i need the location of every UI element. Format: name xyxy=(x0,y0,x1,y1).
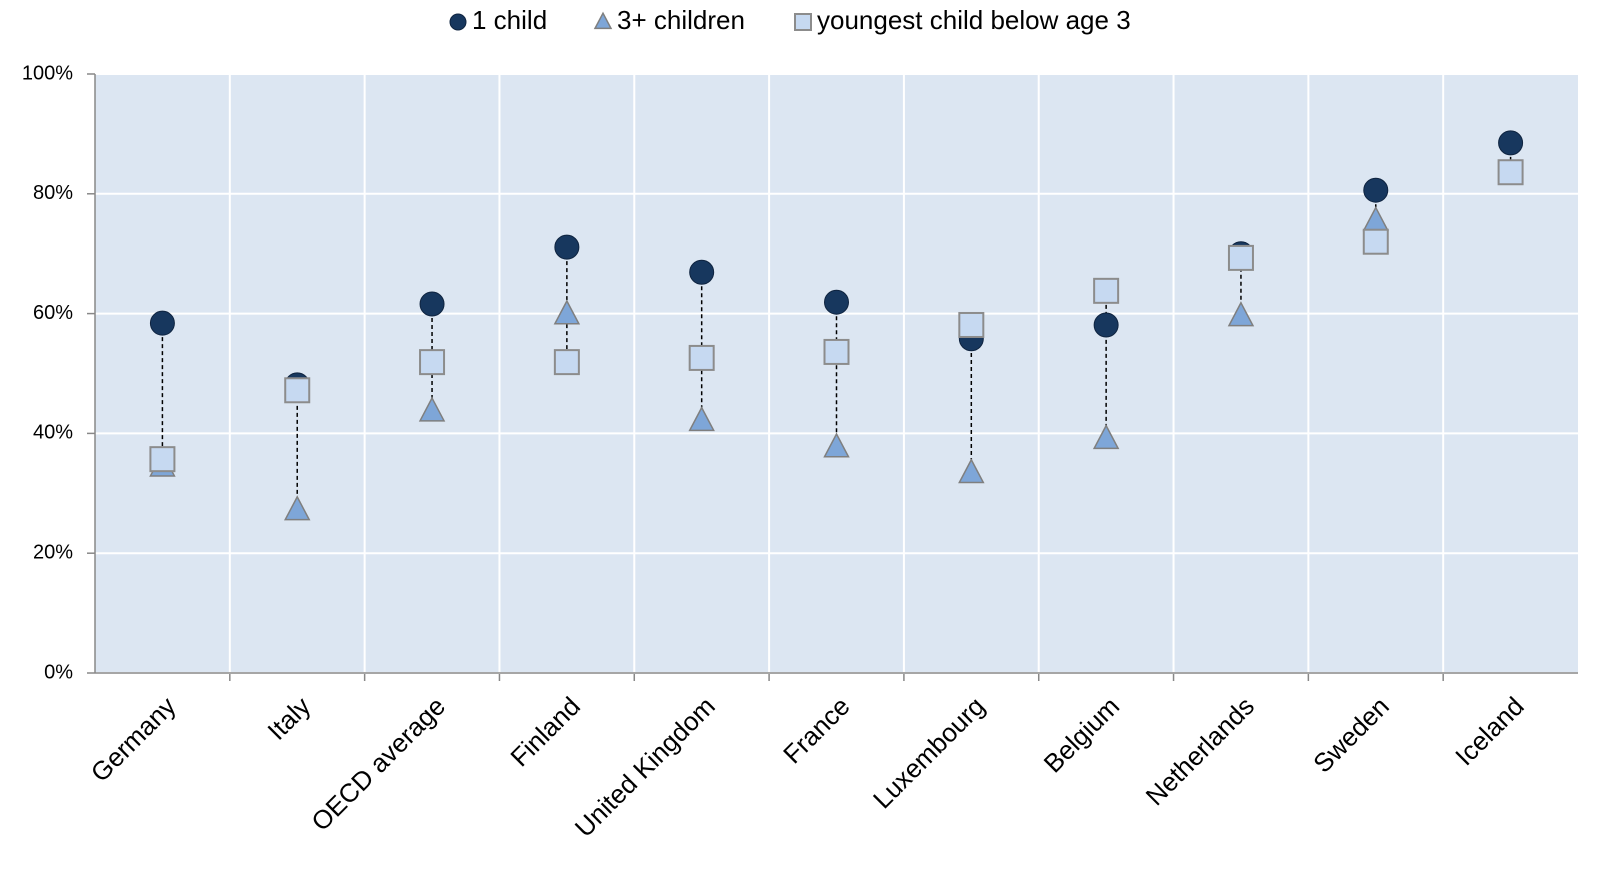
point xyxy=(553,299,581,325)
point xyxy=(823,338,850,365)
point xyxy=(553,349,580,376)
point xyxy=(1093,277,1120,304)
legend-marker xyxy=(593,11,613,30)
y-tick-label: 60% xyxy=(33,302,73,324)
legend-label: 1 child xyxy=(472,5,547,35)
point xyxy=(958,458,985,484)
point xyxy=(554,234,580,260)
point xyxy=(419,291,445,317)
y-tick-label: 0% xyxy=(44,661,73,683)
point xyxy=(283,495,311,521)
x-tick-label: OECD average xyxy=(305,691,451,837)
legend-marker xyxy=(449,13,467,31)
point xyxy=(149,310,175,336)
point xyxy=(823,432,850,458)
point xyxy=(688,344,715,371)
point xyxy=(1362,228,1389,255)
x-tick-label: Iceland xyxy=(1449,691,1529,771)
y-tick-label: 40% xyxy=(33,422,73,444)
x-tick-label: Luxembourg xyxy=(867,691,990,814)
legend-label: youngest child below age 3 xyxy=(817,5,1131,35)
point xyxy=(824,289,849,315)
x-tick-label: United Kingdom xyxy=(569,691,721,843)
x-tick-label: Italy xyxy=(261,691,316,746)
y-tick-label: 100% xyxy=(22,62,73,84)
x-tick-label: Sweden xyxy=(1307,691,1395,779)
x-tick-label: Germany xyxy=(85,691,182,788)
x-tick-label: Netherlands xyxy=(1140,691,1260,811)
legend-marker xyxy=(794,13,812,31)
point xyxy=(1498,130,1524,156)
point xyxy=(1363,177,1389,203)
point xyxy=(149,446,176,473)
y-tick-label: 20% xyxy=(33,541,73,563)
x-tick-label: France xyxy=(777,691,855,769)
point xyxy=(688,406,715,432)
point xyxy=(1092,423,1120,450)
legend-label: 3+ children xyxy=(617,5,745,35)
x-tick-label: Belgium xyxy=(1038,691,1126,779)
point xyxy=(958,311,985,338)
point xyxy=(689,259,715,285)
y-tick-label: 80% xyxy=(33,182,73,204)
point xyxy=(1227,301,1255,327)
point xyxy=(1497,159,1524,186)
point xyxy=(1227,244,1254,271)
point xyxy=(284,377,311,404)
point xyxy=(419,349,446,376)
x-tick-label: Finland xyxy=(504,691,586,773)
point xyxy=(1093,312,1119,338)
point xyxy=(418,396,446,422)
